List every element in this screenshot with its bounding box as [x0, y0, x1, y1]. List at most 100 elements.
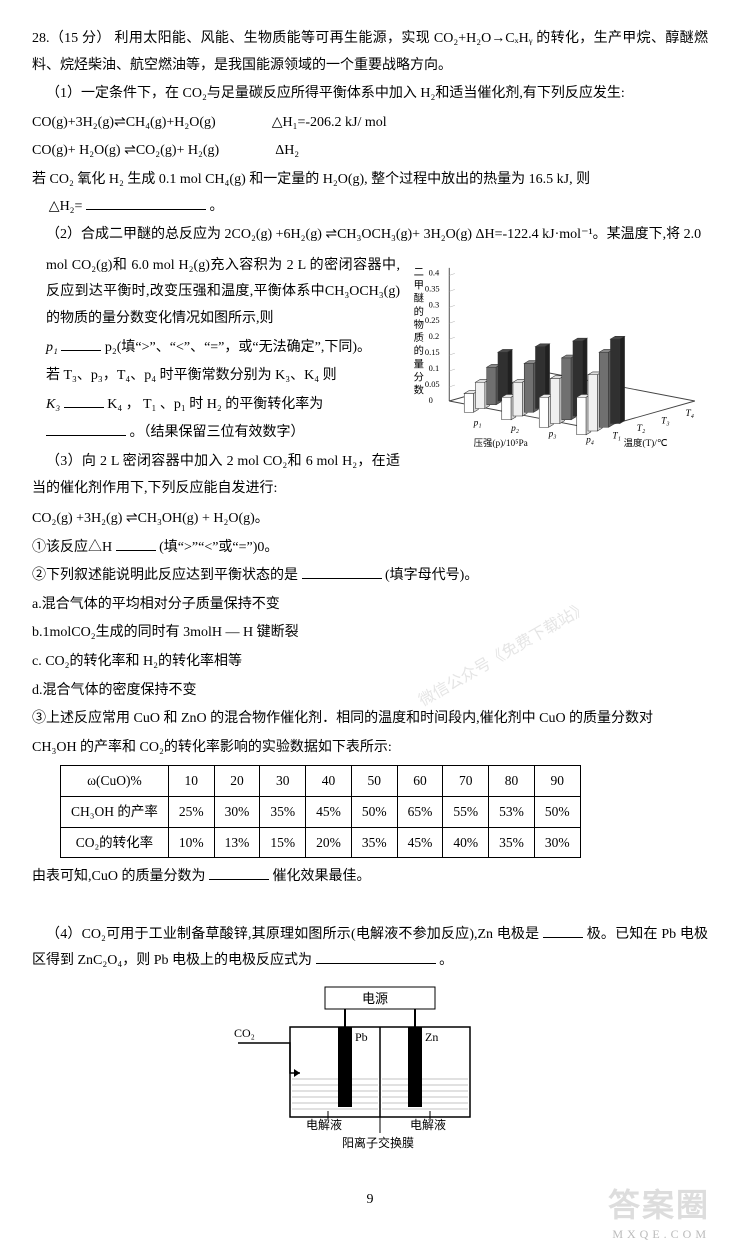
part3-3a: ③上述反应常用 CuO 和 ZnO 的混合物作催化剂．相同的温度和时间段内,催化… [32, 706, 708, 733]
k4-text: K₄ ， T₁ 、p₁ 时 H₂ 的平衡转化率为 [107, 397, 323, 412]
blank-zn-pole [543, 924, 583, 938]
p1-label: p₁ [46, 340, 58, 355]
blank-pb-eq [316, 950, 436, 964]
table-row: ω(CuO)% 10 20 30 40 50 60 70 80 90 [61, 766, 581, 797]
svg-text:二: 二 [414, 267, 424, 278]
blank-choice [302, 565, 382, 579]
part2-fill-1: p₁ p₂(填“>”、“<”、“=”，或“无法确定”,下同)。 [32, 335, 400, 362]
table-header: CO₂的转化率 [61, 827, 169, 858]
chart-yticks: 0 0.05 0.1 0.15 0.2 0.25 0.3 0.35 0.4 [425, 267, 440, 405]
p4-c: 。 [439, 953, 453, 968]
svg-text:p₁: p₁ [473, 418, 482, 428]
question-header: 28.（15 分） 利用太阳能、风能、生物质能等可再生能源，实现 CO₂+H₂O… [32, 26, 708, 79]
part3-lead: （3）向 2 L 密闭容器中加入 2 mol CO₂和 6 mol H₂，在适当… [32, 449, 400, 502]
part2-h: 。（结果保留三位有效数字） [130, 425, 305, 440]
svg-text:量: 量 [414, 358, 424, 370]
electrolyte-label-left: 电解液 [306, 1117, 342, 1132]
pb-label: Pb [355, 1030, 368, 1044]
p2-label-text: p₂(填“>”、“<”、“=”，或“无法确定”,下同)。 [105, 340, 371, 355]
opt-c: c. CO₂的转化率和 H₂的转化率相等 [32, 649, 708, 676]
part2-row: mol CO₂(g)和 6.0 mol H₂(g)充入容积为 2 L 的密闭容器… [32, 251, 708, 504]
svg-text:0.3: 0.3 [429, 299, 440, 309]
p3-1a: ①该反应△H [32, 540, 112, 555]
equation-1: CO(g)+3H₂(g)⇌CH₄(g)+H₂O(g) △H₁=-206.2 kJ… [32, 110, 708, 137]
svg-text:p₃: p₃ [548, 429, 557, 439]
svg-text:T₁: T₁ [612, 431, 620, 441]
question-intro: 利用太阳能、风能、生物质能等可再生能源，实现 CO₂+H₂O→CₓHᵧ 的转化，… [32, 31, 708, 73]
svg-text:甲: 甲 [414, 280, 424, 291]
zn-label: Zn [425, 1030, 438, 1044]
p3-3c-b: 催化效果最佳。 [272, 869, 370, 884]
svg-text:物: 物 [414, 318, 424, 331]
p3-2b: (填字母代号)。 [385, 568, 478, 583]
part2-lead-a: （2）合成二甲醚的总反应为 2CO₂(g) +6H₂(g) ⇌CH₃OCH₃(g… [32, 222, 708, 249]
part2-fill-2: 若 T₃、p₃，T₄、p₄ 时平衡常数分别为 K₃、K₄ 则 [32, 363, 400, 390]
svg-text:分: 分 [414, 371, 424, 383]
part1-text-a: 若 CO₂ 氧化 H₂ 生成 0.1 mol CH₄(g) 和一定量的 H₂O(… [32, 172, 590, 187]
table-row: CH₃OH 的产率 25% 30% 35% 45% 50% 65% 55% 53… [61, 797, 581, 828]
svg-text:p₄: p₄ [585, 435, 594, 445]
co2-label: CO₂ [234, 1026, 255, 1040]
k3-label: K₃ [46, 397, 60, 412]
svg-text:醚: 醚 [414, 291, 424, 304]
opt-a: a.混合气体的平均相对分子质量保持不变 [32, 592, 708, 619]
table-row: CO₂的转化率 10% 13% 15% 20% 35% 45% 40% 35% … [61, 827, 581, 858]
svg-text:0.25: 0.25 [425, 315, 440, 325]
blank-dh2 [86, 196, 206, 210]
blank-cuo [209, 866, 269, 880]
equation-2: CO(g)+ H₂O(g) ⇌CO₂(g)+ H₂(g) ΔH₂ [32, 138, 708, 165]
p3-3c-a: 由表可知,CuO 的质量分数为 [32, 869, 205, 884]
svg-text:的: 的 [414, 305, 424, 318]
p3-1b: (填“>”“<”或“=”)0。 [159, 540, 278, 555]
svg-text:数: 数 [414, 383, 424, 396]
svg-text:0.15: 0.15 [425, 347, 440, 357]
table-header: CH₃OH 的产率 [61, 797, 169, 828]
page-number: 9 [32, 1187, 708, 1214]
svg-text:0.05: 0.05 [425, 379, 440, 389]
p4-a: （4）CO₂可用于工业制备草酸锌,其原理如图所示(电解液不参加反应),Zn 电极… [46, 927, 539, 942]
watermark-url: MXQE.COM [612, 1223, 710, 1246]
svg-text:p₂: p₂ [510, 424, 520, 434]
diagram-svg: 电源 Pb Zn CO₂ 电解液 电解液 阳离子交换膜 [230, 983, 510, 1153]
opt-d: d.混合气体的密度保持不变 [32, 678, 708, 705]
ylabel-group: 二甲醚 的物质 的量分 数 [414, 267, 424, 396]
svg-text:0.2: 0.2 [429, 331, 440, 341]
part1-lead: （1）一定条件下，在 CO₂与足量碳反应所得平衡体系中加入 H₂和适当催化剂,有… [32, 81, 708, 108]
blank-p1p2 [61, 337, 101, 351]
svg-text:T₃: T₃ [661, 416, 669, 426]
part2-text-col: mol CO₂(g)和 6.0 mol H₂(g)充入容积为 2 L 的密闭容器… [32, 251, 400, 504]
part3-3c: 由表可知,CuO 的质量分数为 催化效果最佳。 [32, 864, 708, 891]
bar-chart-3d: 二甲醚 的物质 的量分 数 0 0.05 0.1 0.15 0.2 [408, 251, 708, 448]
part1-text-c: 。 [209, 199, 223, 214]
question-number: 28.（15 分） [32, 31, 111, 46]
svg-text:T₄: T₄ [686, 409, 694, 419]
part4: （4）CO₂可用于工业制备草酸锌,其原理如图所示(电解液不参加反应),Zn 电极… [32, 922, 708, 975]
svg-text:T₂: T₂ [637, 424, 646, 434]
part2-lead-b: mol CO₂(g)和 6.0 mol H₂(g)充入容积为 2 L 的密闭容器… [32, 253, 400, 333]
data-table: ω(CuO)% 10 20 30 40 50 60 70 80 90 CH₃OH… [60, 765, 581, 858]
svg-text:0.4: 0.4 [429, 267, 440, 277]
part2-fill-3: K₃ K₄ ， T₁ 、p₁ 时 H₂ 的平衡转化率为 [32, 392, 400, 419]
svg-text:的: 的 [414, 344, 424, 357]
blank-conversion [46, 422, 126, 436]
part2-fill-4: 。（结果保留三位有效数字） [32, 420, 400, 447]
part3-2: ②下列叙述能说明此反应达到平衡状态的是 (填字母代号)。 [32, 563, 708, 590]
p3-2a: ②下列叙述能说明此反应达到平衡状态的是 [32, 568, 298, 583]
blank-k3k4 [64, 394, 104, 408]
table-header: ω(CuO)% [61, 766, 169, 797]
chart-bars [464, 336, 624, 434]
diagram-source: 电源 [362, 991, 388, 1006]
equation-3: CO₂(g) +3H₂(g) ⇌CH₃OH(g) + H₂O(g)。 [32, 506, 708, 533]
part3-3b: CH₃OH 的产率和 CO₂的转化率影响的实验数据如下表所示: [32, 735, 708, 762]
svg-text:0: 0 [429, 395, 433, 405]
electrolysis-diagram: 电源 Pb Zn CO₂ 电解液 电解液 阳离子交换膜 [32, 983, 708, 1164]
part3-1: ①该反应△H (填“>”“<”或“=”)0。 [32, 535, 708, 562]
svg-text:0.1: 0.1 [429, 363, 440, 373]
svg-text:质: 质 [414, 332, 424, 344]
blank-dh-sign [116, 537, 156, 551]
part1-body: 若 CO₂ 氧化 H₂ 生成 0.1 mol CH₄(g) 和一定量的 H₂O(… [32, 167, 708, 220]
chart-x2label: 温度(T)/℃ [624, 437, 668, 448]
chart-svg: 二甲醚 的物质 的量分 数 0 0.05 0.1 0.15 0.2 [408, 251, 708, 448]
chart-x1label: 压强(p)/10⁵Pa [474, 438, 529, 448]
chart-grid [449, 273, 455, 386]
